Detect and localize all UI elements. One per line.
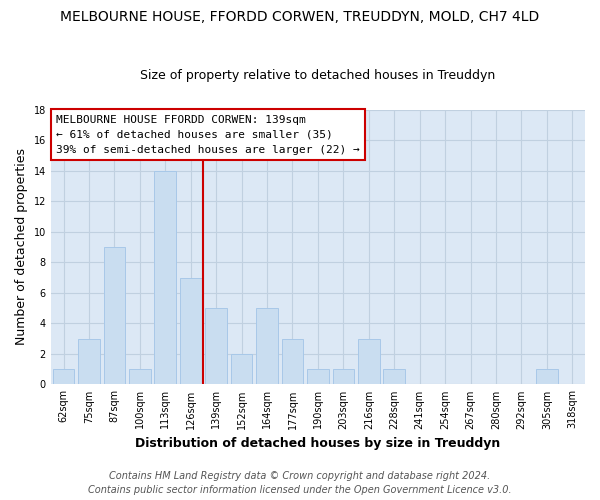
Bar [358,338,380,384]
Y-axis label: Number of detached properties: Number of detached properties [15,148,28,346]
Text: Contains HM Land Registry data © Crown copyright and database right 2024.
Contai: Contains HM Land Registry data © Crown c… [88,471,512,495]
Bar [53,369,74,384]
Bar [205,308,227,384]
Text: MELBOURNE HOUSE, FFORDD CORWEN, TREUDDYN, MOLD, CH7 4LD: MELBOURNE HOUSE, FFORDD CORWEN, TREUDDYN… [61,10,539,24]
X-axis label: Distribution of detached houses by size in Treuddyn: Distribution of detached houses by size … [135,437,500,450]
Text: MELBOURNE HOUSE FFORDD CORWEN: 139sqm
← 61% of detached houses are smaller (35)
: MELBOURNE HOUSE FFORDD CORWEN: 139sqm ← … [56,115,360,154]
Bar [281,338,303,384]
Title: Size of property relative to detached houses in Treuddyn: Size of property relative to detached ho… [140,69,496,82]
Bar [129,369,151,384]
Bar [383,369,405,384]
Bar [104,247,125,384]
Bar [536,369,557,384]
Bar [154,170,176,384]
Bar [332,369,354,384]
Bar [231,354,253,384]
Bar [180,278,202,384]
Bar [307,369,329,384]
Bar [256,308,278,384]
Bar [78,338,100,384]
